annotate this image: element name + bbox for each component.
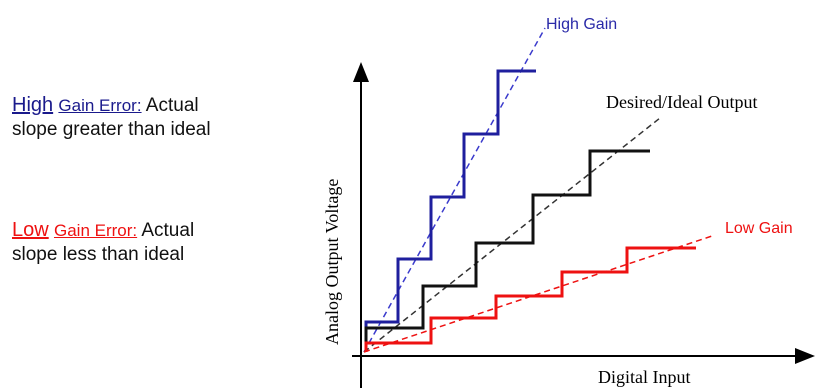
high-gain-dashed-line xyxy=(363,27,546,353)
low-gain-dashed-line xyxy=(363,234,716,353)
ideal-output-label: Desired/Ideal Output xyxy=(606,92,757,112)
high-gain-error-line2: slope greater than ideal xyxy=(12,119,211,140)
high-gain-error-term: Gain Error: xyxy=(58,96,142,115)
low-gain-error-note: Low Gain Error: Actual slope less than i… xyxy=(12,218,194,267)
ideal-staircase xyxy=(364,149,650,352)
ideal-dashed-line xyxy=(363,117,661,353)
low-gain-error-actual: Actual xyxy=(141,220,195,241)
low-keyword: Low xyxy=(12,219,49,241)
low-gain-error-line2: slope less than ideal xyxy=(12,244,185,265)
low-gain-error-term: Gain Error: xyxy=(53,221,138,240)
x-axis-label: Digital Input xyxy=(598,367,691,387)
high-gain-error-line1: High Gain Error: Actual xyxy=(12,93,211,118)
low-gain-staircase xyxy=(364,246,696,352)
low-gain-error-line1: Low Gain Error: Actual xyxy=(12,218,194,243)
high-gain-error-actual: Actual xyxy=(145,95,199,116)
high-keyword: High xyxy=(12,94,54,116)
low-gain-label: Low Gain xyxy=(725,220,793,237)
high-gain-staircase xyxy=(364,69,536,352)
high-gain-error-note: High Gain Error: Actual slope greater th… xyxy=(12,93,211,142)
y-axis-label: Analog Output Voltage xyxy=(322,179,342,345)
high-gain-label: High Gain xyxy=(546,16,617,33)
